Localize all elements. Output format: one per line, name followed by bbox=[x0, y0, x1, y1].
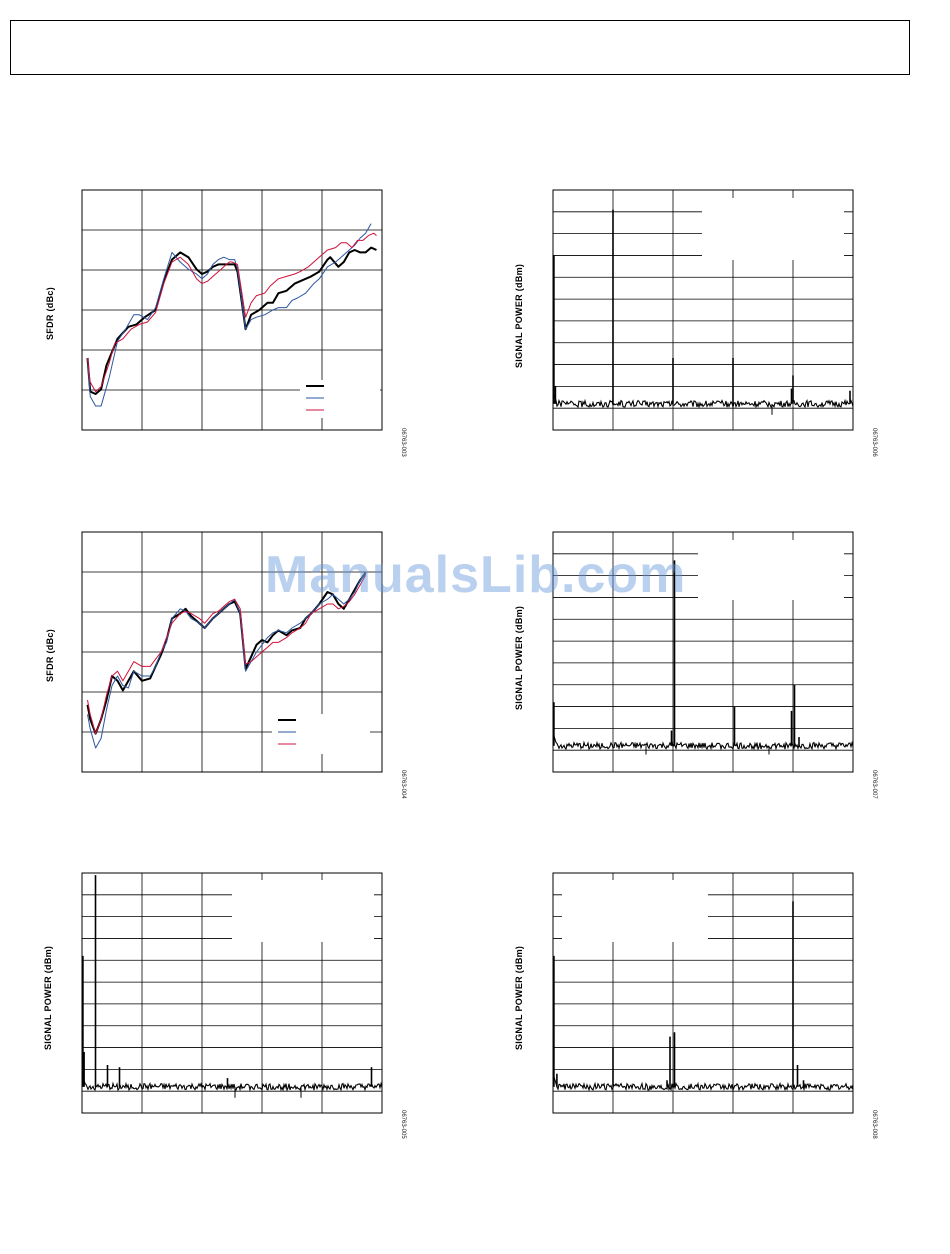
watermark-text: ManualsLib.com bbox=[265, 546, 687, 604]
plot-frame bbox=[552, 872, 854, 1114]
plot-frame bbox=[81, 189, 383, 431]
series-line-red bbox=[87, 232, 377, 393]
series-line-red bbox=[87, 574, 367, 735]
plot-frame bbox=[81, 872, 383, 1114]
noise-floor-trace bbox=[552, 390, 854, 409]
page-header-box bbox=[10, 20, 910, 75]
noise-floor-trace bbox=[552, 1073, 854, 1093]
series-line-blue bbox=[87, 223, 372, 407]
legend-box bbox=[698, 540, 844, 600]
plot-frame bbox=[552, 531, 854, 773]
legend-box bbox=[232, 880, 374, 942]
figure-number: 06763-008 bbox=[871, 1110, 877, 1139]
plot-frame bbox=[81, 531, 383, 773]
legend-box bbox=[562, 880, 708, 942]
noise-floor-trace bbox=[81, 1073, 383, 1092]
noise-floor-trace bbox=[552, 732, 854, 751]
series-line-blue bbox=[87, 572, 366, 749]
y-axis-label: SIGNAL POWER (dBm) bbox=[514, 945, 524, 1050]
legend-box bbox=[702, 198, 844, 260]
series-line-black bbox=[86, 246, 377, 395]
plot-frame bbox=[552, 189, 854, 431]
